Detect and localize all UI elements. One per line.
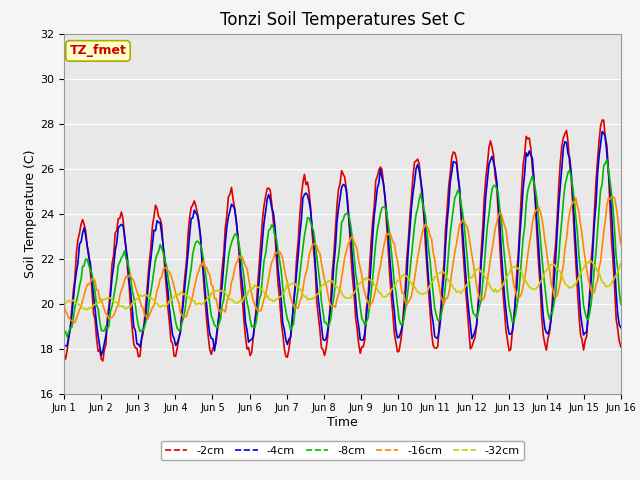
Legend: -2cm, -4cm, -8cm, -16cm, -32cm: -2cm, -4cm, -8cm, -16cm, -32cm <box>161 441 524 460</box>
Text: TZ_fmet: TZ_fmet <box>70 44 127 58</box>
Y-axis label: Soil Temperature (C): Soil Temperature (C) <box>24 149 37 278</box>
Title: Tonzi Soil Temperatures Set C: Tonzi Soil Temperatures Set C <box>220 11 465 29</box>
X-axis label: Time: Time <box>327 416 358 429</box>
